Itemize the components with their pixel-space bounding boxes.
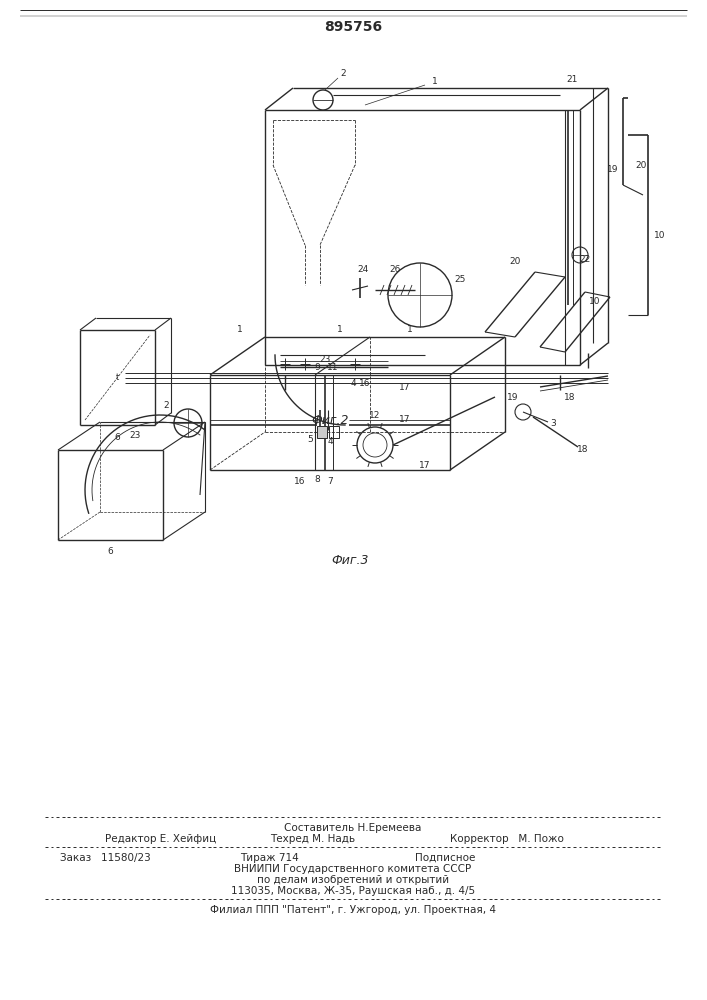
Text: 7: 7 [327, 478, 333, 487]
Text: 21: 21 [566, 76, 578, 85]
Text: 10: 10 [654, 231, 666, 239]
Text: 2: 2 [340, 70, 346, 79]
Text: 23: 23 [320, 356, 331, 364]
Text: 25: 25 [455, 275, 466, 284]
Text: Тираж 714: Тираж 714 [240, 853, 299, 863]
Text: 1: 1 [237, 324, 243, 334]
Text: Подписное: Подписное [415, 853, 475, 863]
Text: 5: 5 [307, 436, 313, 444]
Text: 24: 24 [357, 265, 368, 274]
Text: 11: 11 [327, 362, 339, 371]
Text: 113035, Москва, Ж-35, Раушская наб., д. 4/5: 113035, Москва, Ж-35, Раушская наб., д. … [231, 886, 475, 896]
Text: 17: 17 [399, 416, 411, 424]
Text: Корректор   М. Пожо: Корректор М. Пожо [450, 834, 564, 844]
Text: ВНИИПИ Государственного комитета СССР: ВНИИПИ Государственного комитета СССР [235, 864, 472, 874]
Bar [317, 426, 327, 438]
Text: 895756: 895756 [324, 20, 382, 34]
Text: Фиг.2: Фиг.2 [311, 414, 349, 426]
Bar [329, 426, 339, 438]
Text: 17: 17 [399, 382, 411, 391]
Text: по делам изобретений и открытий: по делам изобретений и открытий [257, 875, 449, 885]
Text: 20: 20 [509, 257, 520, 266]
Text: 10: 10 [589, 298, 601, 306]
Text: 1: 1 [407, 324, 413, 334]
Text: 8: 8 [314, 476, 320, 485]
Text: Заказ   11580/23: Заказ 11580/23 [60, 853, 151, 863]
Text: 3: 3 [550, 420, 556, 428]
Text: 1: 1 [337, 324, 343, 334]
Text: 16: 16 [294, 478, 305, 487]
Text: 12: 12 [369, 410, 380, 420]
Text: 22: 22 [579, 255, 590, 264]
Text: 2: 2 [163, 400, 169, 410]
Text: Филиал ППП "Патент", г. Ужгород, ул. Проектная, 4: Филиал ППП "Патент", г. Ужгород, ул. Про… [210, 905, 496, 915]
Text: Техред М. Надь: Техред М. Надь [270, 834, 355, 844]
Text: 9: 9 [314, 362, 320, 371]
Text: t: t [115, 373, 119, 382]
Text: Редактор Е. Хейфиц: Редактор Е. Хейфиц [105, 834, 216, 844]
Text: 6: 6 [114, 432, 120, 442]
Text: 18: 18 [564, 392, 575, 401]
Text: 17: 17 [419, 460, 431, 470]
Text: 23: 23 [129, 430, 141, 440]
Text: 1: 1 [432, 78, 438, 87]
Text: 18: 18 [577, 446, 589, 454]
Text: 16: 16 [359, 378, 370, 387]
Text: 6: 6 [107, 548, 113, 556]
Text: 26: 26 [390, 265, 401, 274]
Text: 20: 20 [636, 160, 647, 169]
Text: 19: 19 [507, 392, 519, 401]
Text: 4: 4 [350, 378, 356, 387]
Text: 4: 4 [327, 438, 333, 446]
Text: Составитель Н.Еремеева: Составитель Н.Еремеева [284, 823, 421, 833]
Text: Фиг.3: Фиг.3 [332, 554, 369, 566]
Text: 19: 19 [607, 165, 619, 174]
